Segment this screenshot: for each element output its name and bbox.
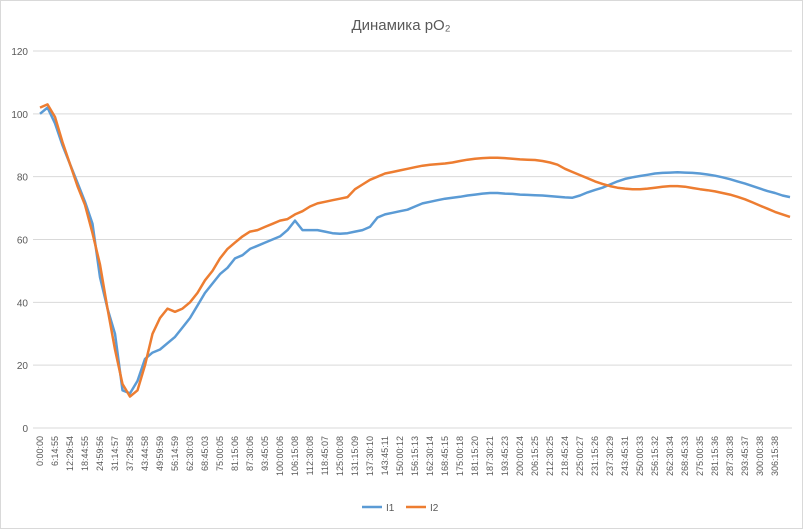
x-tick-label: 268:45:33 <box>680 436 690 476</box>
x-tick-label: 93:45:05 <box>260 436 270 471</box>
x-tick-label: 24:59:56 <box>95 436 105 471</box>
series-line <box>39 103 791 398</box>
y-tick-label: 100 <box>11 110 28 121</box>
x-tick-label: 68:45:03 <box>200 436 210 471</box>
x-tick-label: 37:29:58 <box>125 436 135 471</box>
x-tick-label: 300:00:38 <box>755 436 765 476</box>
x-tick-label: 231:15:26 <box>590 436 600 476</box>
x-tick-label: 181:15:20 <box>470 436 480 476</box>
x-tick-label: 293:45:37 <box>740 436 750 476</box>
legend-label: I1 <box>386 503 395 514</box>
x-tick-label: 87:30:06 <box>245 436 255 471</box>
x-tick-label: 100:00:06 <box>275 436 285 476</box>
x-tick-label: 75:00:05 <box>215 436 225 471</box>
x-tick-label: 218:45:24 <box>560 436 570 476</box>
x-tick-label: 243:45:31 <box>620 436 630 476</box>
x-tick-label: 125:00:08 <box>335 436 345 476</box>
x-tick-label: 187:30:21 <box>485 436 495 476</box>
x-tick-label: 12:29:54 <box>65 436 75 471</box>
x-tick-label: 6:14:55 <box>50 436 60 466</box>
x-tick-label: 275:00:35 <box>695 436 705 476</box>
series-line <box>39 106 791 395</box>
x-tick-label: 118:45:07 <box>320 436 330 475</box>
x-tick-label: 237:30:29 <box>605 436 615 476</box>
x-tick-label: 106:15:08 <box>290 436 300 476</box>
x-tick-label: 81:15:06 <box>230 436 240 471</box>
x-tick-label: 131:15:09 <box>350 436 360 476</box>
y-tick-label: 60 <box>17 236 29 247</box>
x-tick-label: 143:45:11 <box>380 436 390 475</box>
x-tick-label: 43:44:58 <box>140 436 150 471</box>
x-tick-label: 200:00:24 <box>515 436 525 476</box>
x-tick-label: 49:59:59 <box>155 436 165 471</box>
x-tick-label: 156:15:13 <box>410 436 420 476</box>
x-tick-label: 250:00:33 <box>635 436 645 476</box>
x-tick-label: 137:30:10 <box>365 436 375 476</box>
x-tick-label: 287:30:38 <box>725 436 735 476</box>
x-tick-label: 168:45:15 <box>440 436 450 476</box>
x-tick-label: 262:30:34 <box>665 436 675 476</box>
x-tick-label: 281:15:36 <box>710 436 720 476</box>
x-tick-label: 62:30:03 <box>185 436 195 471</box>
x-tick-label: 212:30:25 <box>545 436 555 476</box>
x-tick-label: 206:15:25 <box>530 436 540 476</box>
x-tick-label: 225:00:27 <box>575 436 585 476</box>
x-tick-label: 256:15:32 <box>650 436 660 476</box>
y-tick-label: 120 <box>11 47 28 58</box>
x-tick-label: 0:00:00 <box>35 436 45 466</box>
y-tick-label: 80 <box>17 173 29 184</box>
y-tick-label: 20 <box>17 361 29 372</box>
x-tick-label: 193:45:23 <box>500 436 510 476</box>
x-tick-label: 112:30:08 <box>305 436 315 475</box>
x-tick-label: 150:00:12 <box>395 436 405 476</box>
legend-label: I2 <box>430 503 439 514</box>
x-tick-label: 18:44:55 <box>80 436 90 471</box>
x-tick-label: 175:00:18 <box>455 436 465 476</box>
x-tick-label: 306:15:38 <box>770 436 780 476</box>
chart-title: Динамика pO₂ <box>351 17 450 34</box>
y-tick-label: 40 <box>17 298 29 309</box>
y-tick-label: 0 <box>22 424 28 435</box>
x-tick-label: 31:14:57 <box>110 436 120 471</box>
x-tick-label: 56:14:59 <box>170 436 180 471</box>
x-tick-label: 162:30:14 <box>425 436 435 476</box>
